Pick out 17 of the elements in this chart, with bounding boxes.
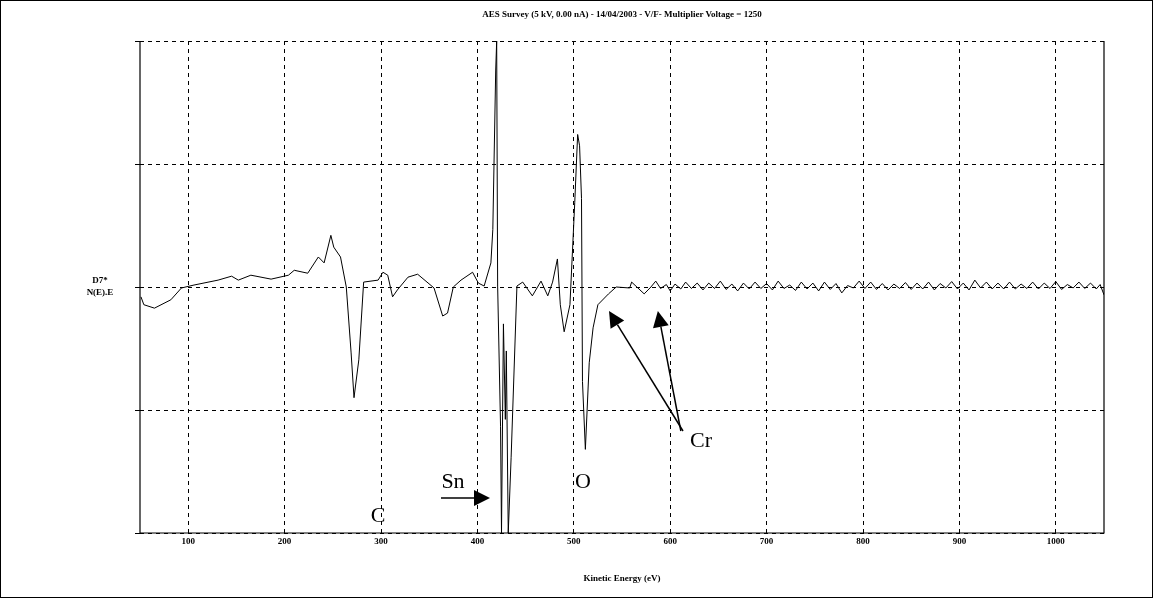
x-tick-label: 900: [952, 535, 967, 546]
x-tick-label: 600: [663, 535, 678, 546]
x-tick-label: 400: [470, 535, 485, 546]
chart-title: AES Survey (5 kV, 0.00 nA) - 14/04/2003 - V/F- Multiplier Voltage = 1250: [482, 9, 763, 20]
x-tick-label: 700: [759, 535, 774, 546]
y-axis-title: D7* N(E).E: [86, 275, 114, 298]
x-tick-label: 300: [374, 535, 389, 546]
x-tick-label: 800: [856, 535, 871, 546]
x-tick-label: 500: [567, 535, 582, 546]
annotation: Sn: [441, 467, 465, 493]
x-tick-label: 100: [181, 535, 196, 546]
annotation: O: [575, 467, 591, 493]
x-tick-label: 1000: [1046, 535, 1066, 546]
annotation: C: [370, 501, 386, 527]
x-tick-label: 200: [277, 535, 292, 546]
x-axis-title: Kinetic Energy (eV): [583, 573, 661, 584]
annotation: Cr: [690, 426, 713, 452]
